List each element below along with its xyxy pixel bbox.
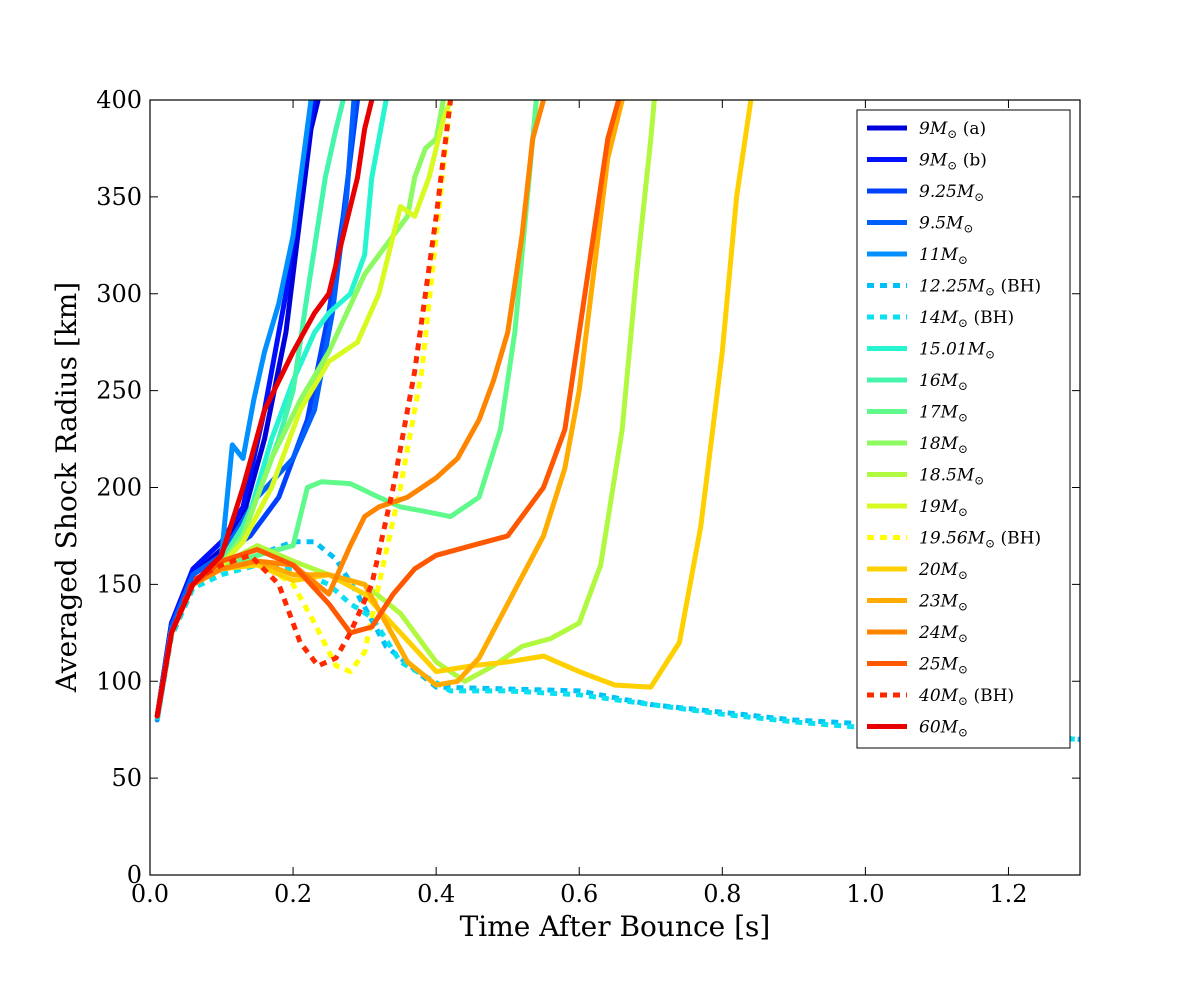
x-tick-label: 0.6 — [560, 880, 598, 908]
legend-label-mass: 12.25M — [919, 277, 986, 297]
legend-label-mass: 20M — [918, 560, 959, 580]
legend-label-17: 25M⊙ — [918, 655, 968, 677]
legend-label-9: 17M⊙ — [919, 403, 968, 425]
legend-label-mass: 9.5M — [919, 214, 964, 234]
y-tick-label: 300 — [96, 280, 142, 308]
sun-symbol: ⊙ — [958, 505, 968, 519]
legend-label-suffix: (b) — [957, 151, 987, 171]
x-tick-label: 0.8 — [703, 880, 741, 908]
x-tick-label: 0.0 — [131, 880, 169, 908]
series-layer — [154, 100, 1080, 742]
x-tick-label: 0.2 — [274, 880, 312, 908]
sun-symbol: ⊙ — [947, 159, 957, 173]
legend-label-3: 9.5M⊙ — [919, 214, 974, 236]
legend-label-13: 19.56M⊙ (BH) — [919, 529, 1041, 551]
sun-symbol: ⊙ — [958, 568, 968, 582]
sun-symbol: ⊙ — [974, 474, 984, 488]
sun-symbol: ⊙ — [958, 379, 968, 393]
sun-symbol: ⊙ — [958, 663, 968, 677]
legend-label-0: 9M⊙ (a) — [919, 119, 986, 141]
legend-label-12: 19M⊙ — [919, 497, 968, 519]
sun-symbol: ⊙ — [958, 694, 968, 708]
legend-label-mass: 15.01M — [919, 340, 986, 360]
legend-label-mass: 24M — [918, 623, 959, 643]
x-axis-label: Time After Bounce [s] — [460, 910, 771, 943]
legend-label-mass: 9M — [919, 119, 948, 139]
legend-label-mass: 16M — [919, 371, 959, 391]
sun-symbol: ⊙ — [963, 222, 973, 236]
legend-label-mass: 18M — [919, 434, 959, 454]
legend-label-mass: 11M — [919, 245, 959, 265]
y-tick-label: 250 — [96, 377, 142, 405]
legend-label-19: 60M⊙ — [919, 718, 968, 740]
x-tick-label: 1.2 — [989, 880, 1027, 908]
legend-label-5: 12.25M⊙ (BH) — [919, 277, 1041, 299]
legend-label-mass: 60M — [919, 718, 959, 738]
legend-label-mass: 19M — [919, 497, 959, 517]
y-tick-label: 100 — [96, 667, 142, 695]
legend-label-6: 14M⊙ (BH) — [919, 308, 1014, 330]
y-tick-label: 200 — [96, 474, 142, 502]
legend-label-mass: 23M — [918, 592, 959, 612]
ticks-layer: 0.0 0.2 0.4 0.6 0.8 1.0 1.2 0 50 100 150 200 250 300 3… — [96, 86, 1080, 908]
series-line-17 — [154, 100, 622, 719]
legend-label-mass: 17M — [919, 403, 959, 423]
legend-label-suffix: (BH) — [995, 529, 1041, 549]
legend-label-mass: 14M — [919, 308, 959, 328]
legend: 9M⊙ (a)9M⊙ (b)9.25M⊙9.5M⊙11M⊙12.25M⊙ (BH… — [856, 109, 1071, 749]
series-line-16 — [154, 100, 546, 719]
sun-symbol: ⊙ — [958, 411, 968, 425]
sun-symbol: ⊙ — [974, 190, 984, 204]
sun-symbol: ⊙ — [947, 127, 957, 141]
legend-label-mass: 9M — [919, 151, 948, 171]
legend-label-15: 23M⊙ — [918, 592, 968, 614]
sun-symbol: ⊙ — [958, 726, 968, 740]
legend-label-11: 18.5M⊙ — [919, 466, 984, 488]
legend-label-8: 16M⊙ — [919, 371, 968, 393]
x-tick-label: 0.4 — [417, 880, 455, 908]
sun-symbol: ⊙ — [958, 316, 968, 330]
y-tick-label: 400 — [96, 86, 142, 114]
sun-symbol: ⊙ — [985, 285, 995, 299]
sun-symbol: ⊙ — [985, 537, 995, 551]
legend-label-4: 11M⊙ — [919, 245, 968, 267]
sun-symbol: ⊙ — [958, 442, 968, 456]
sun-symbol: ⊙ — [958, 600, 968, 614]
legend-label-suffix: (BH) — [995, 277, 1041, 297]
legend-label-suffix: (BH) — [968, 686, 1014, 706]
x-tick-label: 1.0 — [846, 880, 884, 908]
legend-label-14: 20M⊙ — [918, 560, 968, 582]
legend-label-1: 9M⊙ (b) — [919, 151, 987, 173]
legend-label-2: 9.25M⊙ — [919, 182, 984, 204]
legend-label-suffix: (BH) — [968, 308, 1014, 328]
legend-label-18: 40M⊙ (BH) — [918, 686, 1014, 708]
legend-label-mass: 40M — [918, 686, 959, 706]
series-line-18 — [154, 100, 453, 717]
y-tick-label: 350 — [96, 183, 142, 211]
legend-label-16: 24M⊙ — [918, 623, 968, 645]
legend-label-mass: 9.25M — [919, 182, 975, 202]
y-tick-label: 50 — [111, 764, 142, 792]
legend-label-suffix: (a) — [957, 119, 986, 139]
y-tick-label: 0 — [127, 861, 142, 889]
legend-label-mass: 19.56M — [919, 529, 986, 549]
y-tick-label: 150 — [96, 570, 142, 598]
legend-box — [856, 109, 1071, 749]
y-axis-label: Averaged Shock Radius [km] — [50, 282, 83, 693]
legend-label-7: 15.01M⊙ — [919, 340, 995, 362]
legend-label-10: 18M⊙ — [919, 434, 968, 456]
series-line-19 — [154, 100, 375, 719]
legend-label-mass: 18.5M — [919, 466, 975, 486]
sun-symbol: ⊙ — [985, 348, 995, 362]
sun-symbol: ⊙ — [958, 253, 968, 267]
legend-label-mass: 25M — [918, 655, 959, 675]
sun-symbol: ⊙ — [958, 631, 968, 645]
